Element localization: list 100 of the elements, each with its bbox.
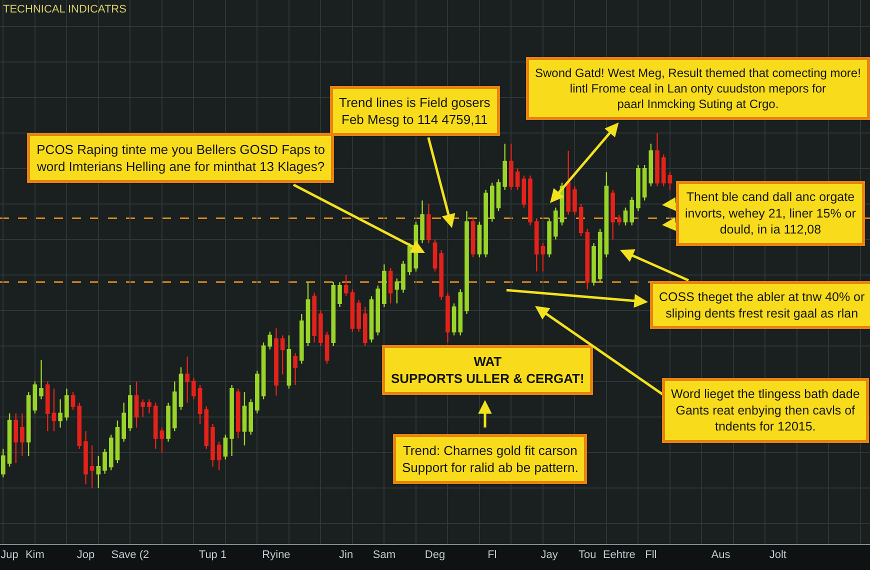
candlestick bbox=[280, 334, 285, 375]
candlestick bbox=[172, 380, 177, 432]
candlestick bbox=[216, 441, 222, 471]
candlestick bbox=[490, 182, 494, 222]
candlestick bbox=[344, 274, 348, 297]
candlestick bbox=[312, 292, 316, 344]
candlestick bbox=[134, 380, 139, 428]
candlestick bbox=[477, 221, 482, 258]
x-tick-label: Eehtre bbox=[602, 549, 636, 562]
candlestick bbox=[306, 282, 310, 347]
x-tick-label: Ryine bbox=[262, 549, 290, 562]
candlestick bbox=[617, 214, 622, 226]
x-tick-label: Save (2 bbox=[111, 549, 150, 562]
candlestick bbox=[452, 302, 456, 336]
annotation: Word lieget the tlingess bath dade Gants reat enbying then cavls of tndents for 12015. bbox=[671, 387, 860, 434]
candlestick bbox=[509, 143, 514, 190]
candlestick bbox=[566, 150, 571, 216]
annotation: Trend: Charnes gold fit carson Support for ralid ab be pattern. bbox=[402, 443, 578, 475]
candlestick bbox=[407, 242, 412, 276]
candlestick bbox=[20, 412, 24, 457]
candlestick bbox=[382, 264, 386, 308]
chart-title: TECHNICAL INDICATRS bbox=[3, 4, 126, 16]
x-tick-label: Jay bbox=[540, 549, 558, 562]
candlestick bbox=[585, 228, 590, 290]
candlestick bbox=[32, 380, 38, 414]
candlestick bbox=[439, 250, 444, 300]
candlestick bbox=[636, 164, 640, 212]
candlestick bbox=[261, 342, 266, 400]
candlestick bbox=[376, 285, 380, 336]
candlestick bbox=[299, 313, 304, 364]
candlestick bbox=[96, 455, 101, 489]
candlestick bbox=[204, 406, 209, 450]
candlestick bbox=[14, 412, 18, 464]
candlestick bbox=[426, 203, 431, 244]
candlestick bbox=[338, 282, 342, 308]
candlestick bbox=[70, 392, 76, 410]
candlestick bbox=[648, 143, 654, 187]
candlestick bbox=[7, 412, 12, 468]
candlestick bbox=[592, 242, 596, 286]
candlestick bbox=[547, 218, 552, 258]
candlestick bbox=[502, 143, 508, 190]
candlestick bbox=[1, 448, 6, 478]
candlestick bbox=[293, 352, 298, 386]
candlestick bbox=[446, 292, 450, 344]
candlestick bbox=[236, 388, 240, 439]
candlestick bbox=[26, 392, 31, 457]
candlestick bbox=[401, 260, 406, 294]
x-tick-label: Fl bbox=[488, 549, 497, 562]
candlestick bbox=[604, 172, 609, 258]
candlestick bbox=[90, 444, 94, 489]
candlestick bbox=[223, 434, 228, 460]
candlestick bbox=[661, 154, 666, 187]
candlestick bbox=[331, 282, 336, 347]
candlestick bbox=[115, 420, 120, 464]
candlestick bbox=[515, 168, 520, 190]
candlestick bbox=[147, 398, 152, 414]
candlestick bbox=[484, 189, 488, 258]
candlestick bbox=[255, 370, 260, 414]
annotation: PCOS Raping tinte me you Bellers GOSD Faps to word Imterians Helling ane for minthat 13 Klages? bbox=[36, 142, 325, 174]
candlestick bbox=[630, 196, 634, 226]
candlestick bbox=[458, 288, 463, 336]
x-tick-label: Tup 1 bbox=[198, 549, 227, 562]
candlestick bbox=[45, 380, 50, 432]
candlestick bbox=[108, 434, 114, 471]
candlestick bbox=[464, 210, 469, 315]
candlestick bbox=[356, 299, 361, 332]
x-tick-label: Jin bbox=[339, 549, 354, 562]
x-tick-label: Tou bbox=[578, 549, 596, 562]
candlestick bbox=[350, 288, 355, 332]
x-tick-label: Jolt bbox=[769, 549, 786, 562]
candlestick bbox=[77, 402, 82, 450]
candlestick bbox=[198, 384, 202, 425]
candlestick bbox=[324, 331, 330, 364]
candlestick bbox=[39, 360, 44, 400]
candlestick bbox=[128, 384, 132, 432]
candlestick bbox=[668, 172, 672, 190]
candlestick bbox=[470, 218, 476, 258]
candlestick bbox=[166, 402, 170, 442]
candlestick bbox=[642, 164, 647, 202]
candlestick bbox=[84, 430, 88, 485]
candlestick bbox=[598, 228, 602, 283]
candlestick bbox=[578, 203, 584, 237]
candlestick bbox=[210, 423, 215, 468]
annotation: Thent ble cand dall anc orgate invorts, wehey 21, liner 15% or dould, in ia 112,08 bbox=[685, 190, 856, 236]
candlestick bbox=[248, 398, 253, 436]
candlestick bbox=[369, 296, 374, 344]
candlestick bbox=[185, 356, 190, 404]
x-tick-label: Fll bbox=[645, 549, 657, 562]
x-tick-label: Sam bbox=[372, 549, 396, 562]
candlestick bbox=[554, 206, 558, 240]
candlestick bbox=[522, 175, 526, 208]
x-tick-label: Jop bbox=[76, 549, 95, 562]
annotation: COSS theget the abler at tnw 40% or sliping dents frest resit gaal as rlan bbox=[659, 290, 865, 320]
x-tick-label: Aus bbox=[711, 549, 731, 562]
candlestick bbox=[178, 366, 184, 410]
x-tick-label: Deg bbox=[424, 549, 446, 562]
candlestick bbox=[58, 398, 62, 428]
candlestick bbox=[362, 306, 368, 347]
candlestick bbox=[64, 388, 69, 422]
candlestick bbox=[420, 200, 424, 244]
